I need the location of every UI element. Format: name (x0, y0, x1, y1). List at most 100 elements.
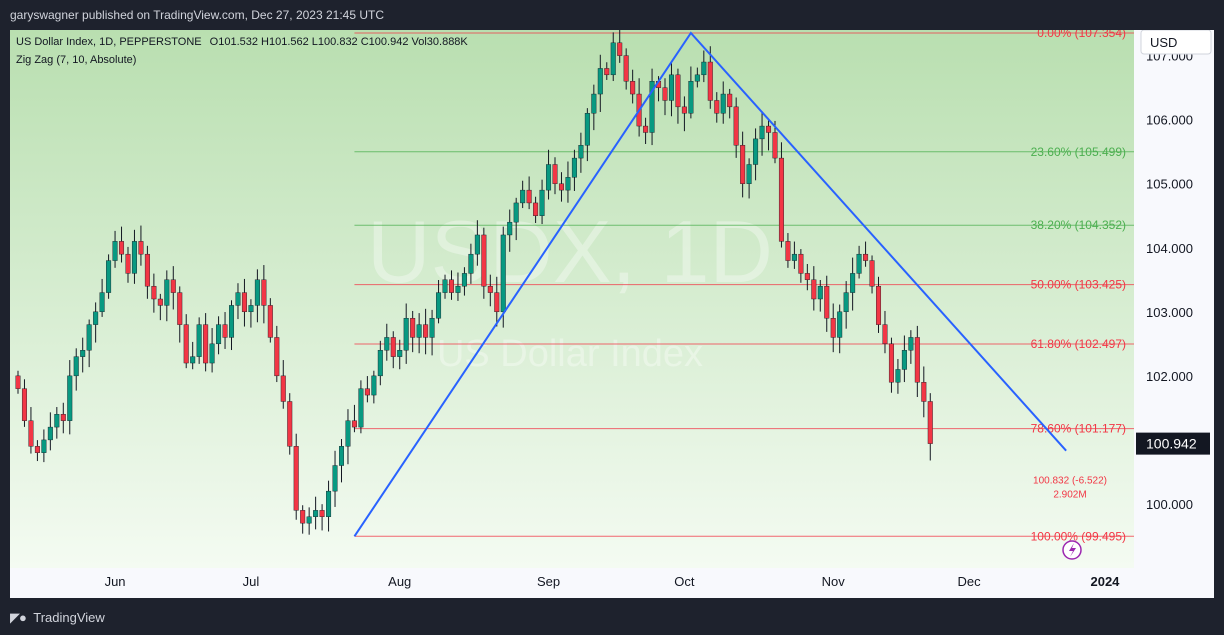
fib-level-label: 61.80% (102.497) (1031, 337, 1126, 351)
currency-label: USD (1150, 35, 1177, 50)
candle-body (390, 337, 396, 357)
candle-body (235, 292, 241, 306)
fib-level-label: 23.60% (105.499) (1031, 145, 1126, 159)
candle-body (73, 356, 79, 377)
candle-body (804, 273, 810, 280)
volume-label: 2.902M (1053, 490, 1086, 501)
candle-body (106, 260, 112, 293)
price-tick-label: 100.000 (1146, 497, 1193, 512)
candle-body (86, 324, 92, 351)
candle-body (694, 74, 700, 82)
candle-body (487, 285, 493, 293)
plot-background (10, 30, 1134, 568)
candle-body (241, 292, 247, 313)
candle-body (766, 125, 772, 133)
candle-body (707, 61, 713, 101)
currency-button[interactable]: USD (1140, 30, 1212, 55)
candle-body (649, 81, 655, 133)
time-tick-label: Jun (105, 574, 126, 589)
candle-body (597, 68, 603, 95)
candle-body (119, 241, 125, 255)
candle-body (746, 164, 752, 184)
candle-body (410, 318, 416, 338)
candle-body (267, 305, 273, 338)
candle-body (630, 81, 636, 95)
time-tick-label: 2024 (1090, 574, 1120, 589)
tradingview-logo[interactable]: ◤● TradingView (10, 600, 105, 635)
candle-body (351, 420, 357, 428)
candle-body (850, 273, 856, 293)
fib-level-label: 78.60% (101.177) (1031, 422, 1126, 436)
last-price-label: 100.942 (1146, 436, 1197, 452)
change-label: 100.832 (-6.522) (1033, 476, 1107, 487)
fib-level-label: 38.20% (104.352) (1031, 218, 1126, 232)
tradingview-brand: TradingView (33, 610, 105, 625)
candle-body (733, 106, 739, 146)
publisher-bar: garyswagner published on TradingView.com… (0, 0, 1224, 30)
candle-body (843, 292, 849, 313)
ohlc-readout: O101.532 H101.562 L100.832 C100.942 Vol3… (210, 36, 469, 48)
candle-body (34, 446, 40, 453)
candle-body (209, 343, 215, 364)
candle-body (468, 253, 474, 274)
candle-body (921, 382, 927, 402)
footer-bar: ◤● TradingView (0, 600, 1224, 635)
candle-body (183, 324, 189, 364)
candle-body (811, 279, 817, 300)
candle-body (817, 285, 823, 300)
candle-body (300, 510, 306, 524)
candle-body (287, 401, 293, 447)
time-tick-label: Jul (243, 574, 260, 589)
candle-body (778, 157, 784, 242)
price-tick-label: 105.000 (1146, 177, 1193, 192)
candle-body (565, 177, 571, 191)
candle-body (157, 298, 163, 306)
candle-body (339, 446, 345, 466)
candle-body (125, 253, 131, 274)
candle-body (558, 183, 564, 191)
candle-body (604, 68, 610, 76)
candle-body (791, 253, 797, 261)
candle-body (313, 510, 319, 517)
candle-body (837, 311, 843, 338)
candle-body (623, 55, 629, 82)
candle-body (830, 318, 836, 338)
candle-body (876, 285, 882, 325)
price-tick-label: 103.000 (1146, 305, 1193, 320)
candle-body (908, 337, 914, 351)
candle-body (901, 350, 907, 370)
candle-body (668, 74, 674, 101)
candle-body (80, 350, 86, 357)
candle-body (280, 375, 286, 402)
symbol-title: US Dollar Index, 1D, PEPPERSTONE O101.532… (16, 36, 468, 48)
candle-body (759, 125, 765, 140)
candle-body (863, 253, 869, 261)
candle-body (701, 61, 707, 76)
candle-body (500, 234, 506, 313)
candle-body (319, 510, 325, 517)
candle-body (170, 279, 176, 293)
fibonacci-retracement: 0.00% (107.354) 23.60% (105.499) 38.20% (1… (354, 30, 1134, 543)
candle-body (824, 285, 830, 319)
candle-body (54, 414, 60, 428)
watermark-symbol: USDX, 1D (367, 202, 773, 301)
publisher-text: garyswagner published on TradingView.com… (10, 8, 384, 22)
candle-body (888, 343, 894, 383)
symbol-line: US Dollar Index, 1D, PEPPERSTONE (16, 36, 202, 48)
time-axis[interactable]: Jun Jul Aug Sep Oct Nov Dec 2024 (105, 574, 1121, 589)
candle-body (138, 241, 144, 255)
candle-body (720, 93, 726, 114)
candle-body (423, 324, 429, 338)
candle-body (533, 202, 539, 216)
candle-body (856, 253, 862, 274)
chart[interactable]: USDX, 1D US Dollar Index 0.00% (107.354)… (10, 30, 1214, 598)
chart-legend: US Dollar Index, 1D, PEPPERSTONE O101.532… (16, 36, 468, 66)
candle-body (895, 369, 901, 383)
candle-body (442, 279, 448, 293)
candle-body (785, 241, 791, 261)
candle-body (688, 81, 694, 114)
candle-body (753, 138, 759, 165)
candle-body (60, 414, 66, 421)
lightning-icon[interactable] (1062, 540, 1082, 560)
candle-body (727, 93, 733, 108)
